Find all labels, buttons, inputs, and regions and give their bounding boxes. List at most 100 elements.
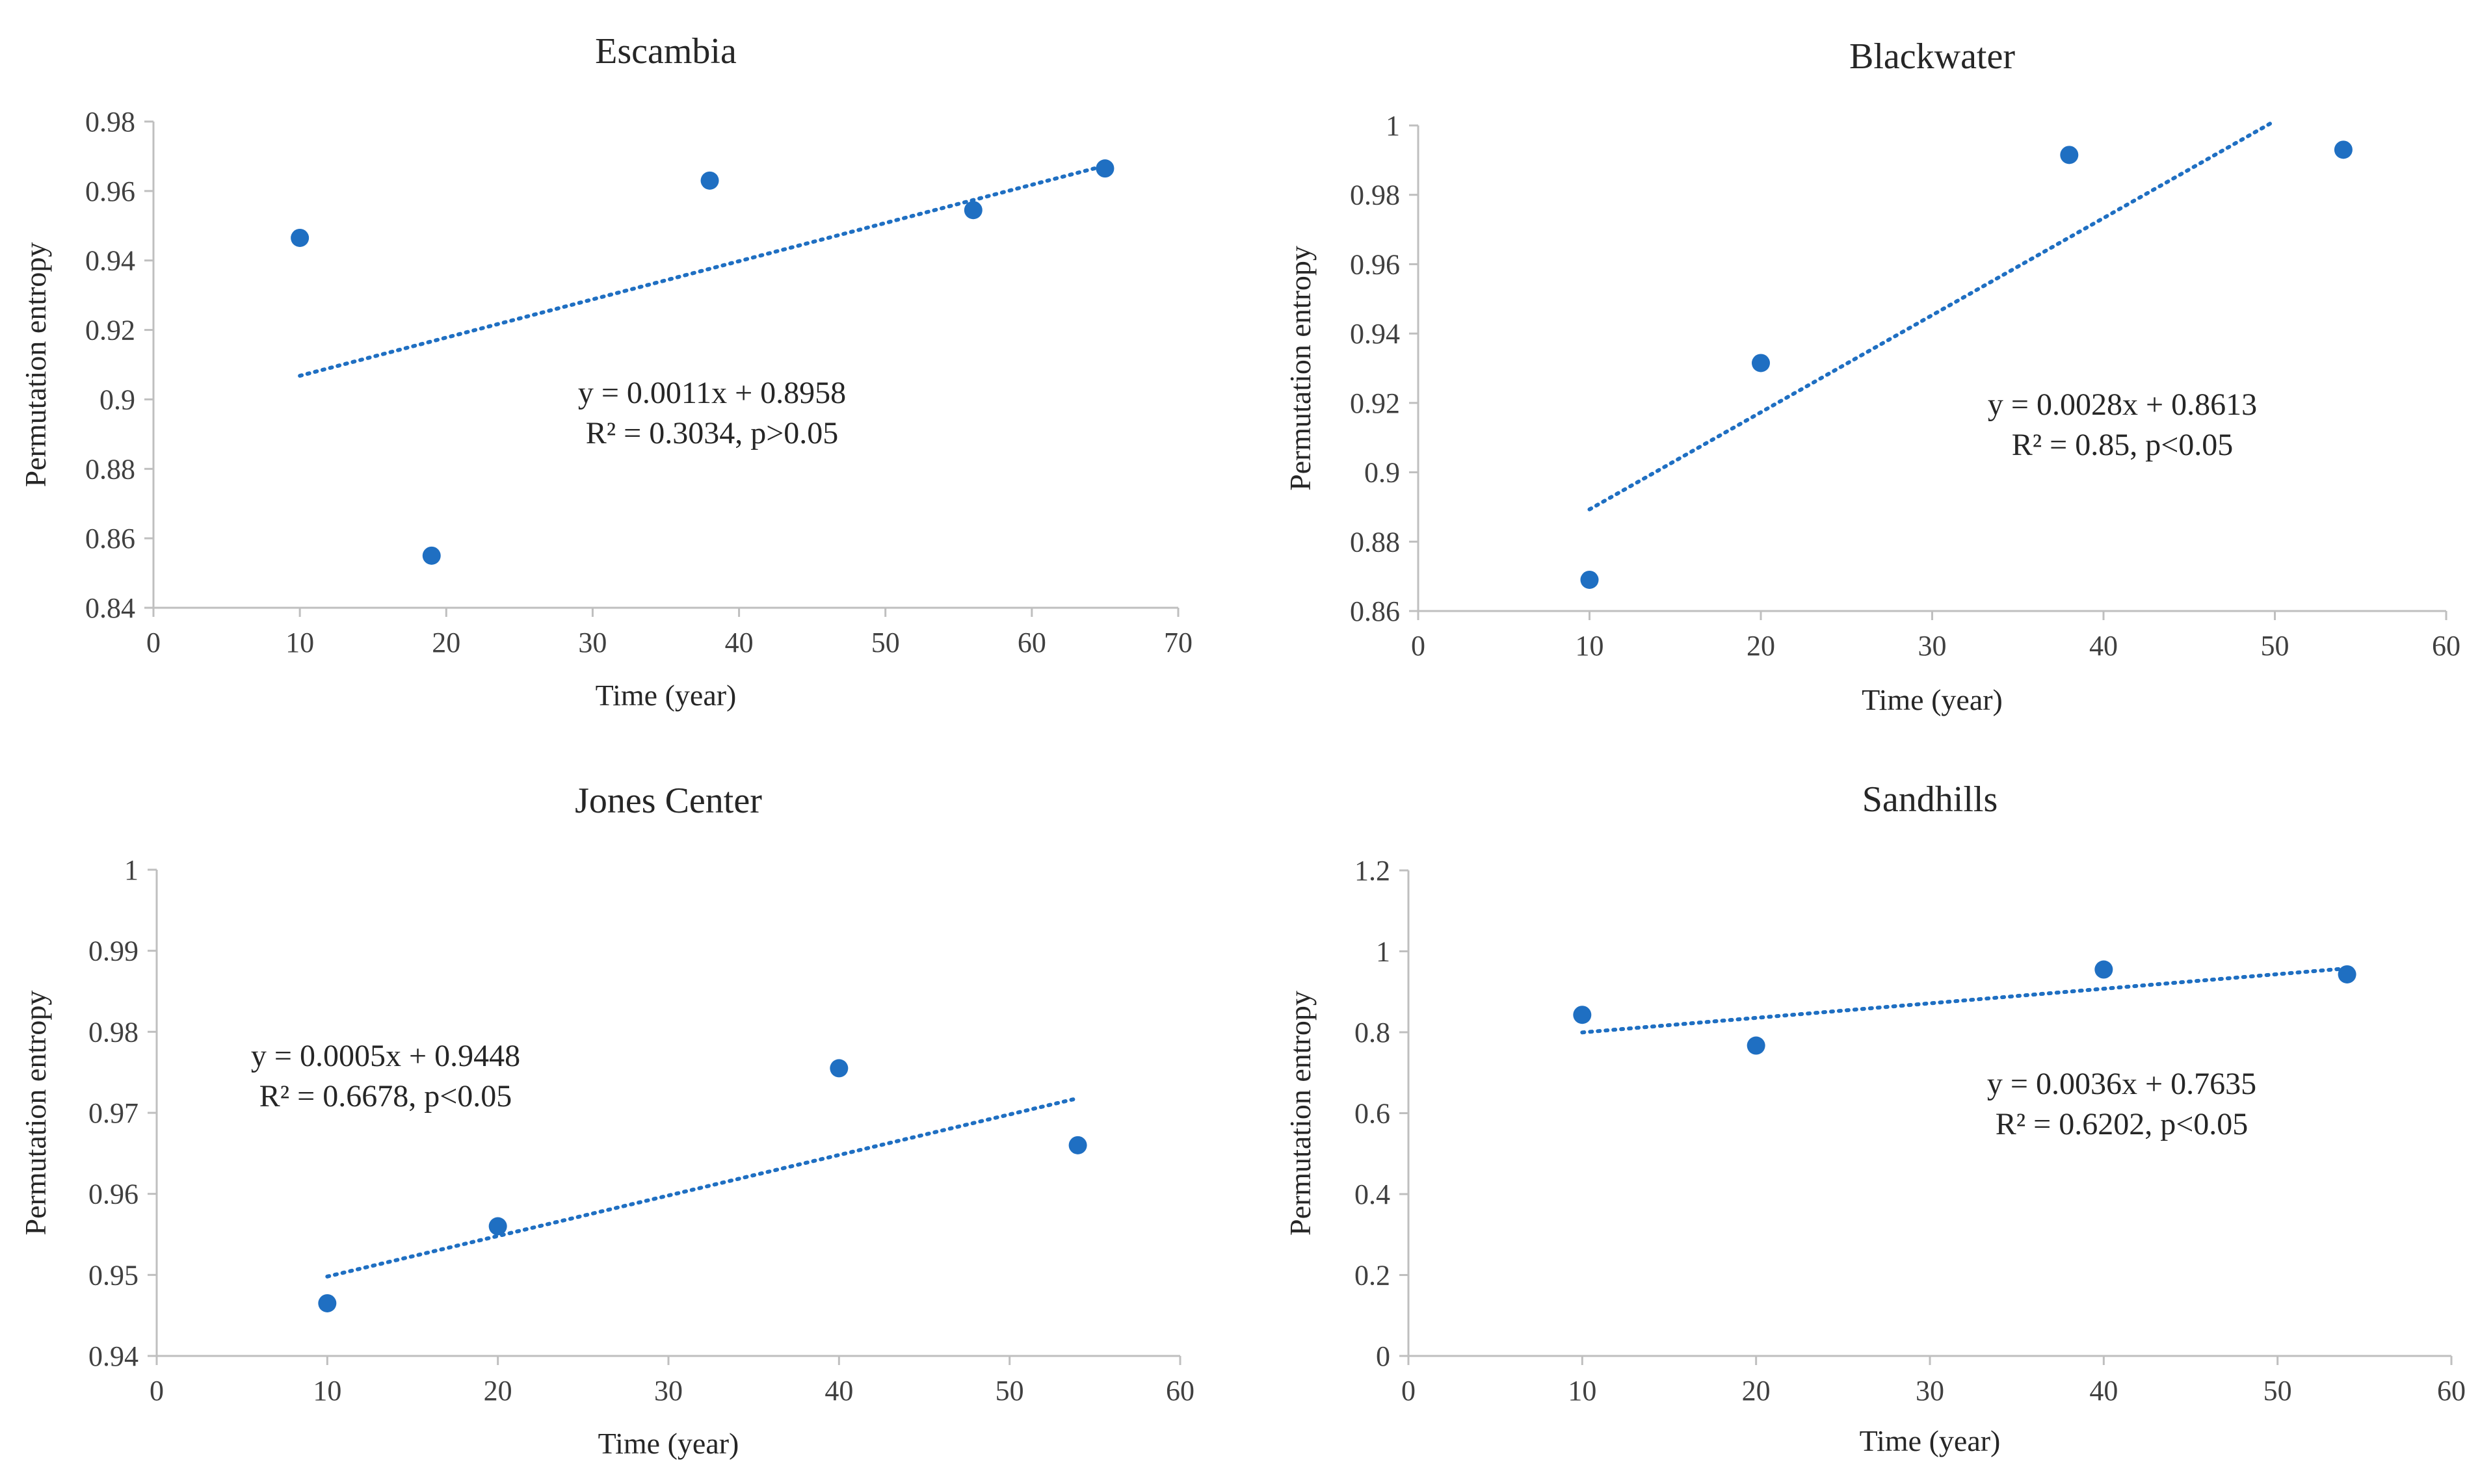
data-point (1752, 354, 1770, 372)
x-tick-label: 0 (1401, 1375, 1416, 1407)
y-tick-label: 0.9 (1364, 457, 1400, 489)
data-point (488, 1217, 507, 1236)
x-tick-label: 10 (285, 627, 314, 658)
x-axis-label: Time (year) (598, 1427, 739, 1460)
y-tick-label: 0.94 (1350, 318, 1400, 350)
x-tick-label: 50 (996, 1375, 1024, 1407)
data-point (291, 228, 310, 247)
x-axis-label: Time (year) (1860, 1424, 2001, 1457)
y-tick-label: 0.8 (1354, 1017, 1390, 1048)
data-point (700, 171, 719, 190)
r-squared-label: R² = 0.6678, p<0.05 (259, 1079, 512, 1113)
y-tick-label: 0.4 (1354, 1178, 1390, 1210)
chart-panel: 0 10 20 30 40 50 60 0.86 0.88 0.9 0.92 0.94 0.96 0.98… (1284, 36, 2460, 716)
data-point (1573, 1006, 1592, 1024)
x-tick-label: 10 (313, 1375, 341, 1407)
data-point (2338, 965, 2356, 983)
y-tick-label: 1.2 (1354, 855, 1390, 887)
data-point (2334, 140, 2353, 159)
y-tick-label: 0.96 (1350, 248, 1400, 280)
r-squared-label: R² = 0.6202, p<0.05 (1996, 1107, 2249, 1141)
trendline-equation: y = 0.0011x + 0.8958 (578, 376, 846, 410)
x-tick-label: 0 (150, 1375, 164, 1407)
chart-title: Jones Center (575, 781, 762, 821)
trendline (298, 163, 1107, 378)
data-point (2094, 960, 2113, 979)
y-tick-label: 0.96 (85, 176, 135, 207)
y-tick-label: 0.88 (1350, 526, 1400, 558)
x-axis-label: Time (year) (596, 679, 737, 712)
x-tick-label: 40 (824, 1375, 853, 1407)
chart-panel: 0 10 20 30 40 50 60 0 0.2 0.4 0.6 0.8 1 1.2 Sandhills T… (1284, 779, 2466, 1457)
y-tick-label: 0.92 (1350, 387, 1400, 419)
x-tick-label: 70 (1164, 627, 1193, 658)
y-tick-label: 0.88 (85, 453, 135, 485)
data-point (2060, 146, 2079, 164)
x-tick-label: 50 (871, 627, 900, 658)
trendline-equation: y = 0.0005x + 0.9448 (251, 1039, 520, 1073)
x-tick-label: 20 (1747, 630, 1775, 662)
x-tick-label: 20 (1742, 1375, 1771, 1407)
y-axis-label: Permutation entropy (1284, 246, 1317, 491)
trendline-equation: y = 0.0036x + 0.7635 (1987, 1067, 2256, 1101)
y-tick-label: 0.97 (88, 1097, 139, 1129)
x-tick-label: 60 (1166, 1375, 1194, 1407)
y-tick-label: 0.95 (88, 1259, 139, 1291)
y-tick-label: 0.84 (85, 592, 135, 624)
x-tick-label: 0 (146, 627, 161, 658)
x-tick-label: 60 (2437, 1375, 2466, 1407)
y-tick-label: 0.98 (1350, 179, 1400, 211)
chart-panel: 0 10 20 30 40 50 60 70 0.84 0.86 0.88 0.9 0.92 0.94 0.… (19, 31, 1193, 712)
x-tick-label: 50 (2261, 630, 2289, 662)
x-tick-label: 30 (654, 1375, 683, 1407)
y-tick-label: 0.2 (1354, 1260, 1390, 1292)
data-point (1068, 1136, 1087, 1154)
data-point (422, 546, 441, 565)
x-tick-label: 40 (2089, 1375, 2118, 1407)
r-squared-label: R² = 0.85, p<0.05 (2012, 428, 2234, 462)
data-point (964, 201, 983, 220)
y-tick-label: 0.86 (85, 523, 135, 554)
x-tick-label: 60 (2432, 630, 2460, 662)
chart-panel: 0 10 20 30 40 50 60 0.94 0.95 0.96 0.97 0.98 0.99 1 Jo… (19, 781, 1194, 1460)
x-tick-label: 30 (578, 627, 607, 658)
x-axis-label: Time (year) (1862, 683, 2003, 716)
x-tick-label: 10 (1576, 630, 1604, 662)
x-tick-label: 30 (1918, 630, 1947, 662)
x-tick-label: 40 (2089, 630, 2118, 662)
data-point (1580, 570, 1599, 589)
x-tick-label: 50 (2263, 1375, 2292, 1407)
x-tick-label: 0 (1411, 630, 1425, 662)
trendline (325, 1096, 1080, 1279)
y-tick-label: 0.9 (99, 384, 135, 415)
chart-title: Escambia (595, 31, 737, 72)
x-tick-label: 20 (484, 1375, 512, 1407)
r-squared-label: R² = 0.3034, p>0.05 (586, 416, 839, 450)
y-axis-label: Permutation entropy (19, 242, 52, 488)
trendline-equation: y = 0.0028x + 0.8613 (1988, 387, 2257, 422)
y-tick-label: 0.6 (1354, 1098, 1390, 1130)
data-point (1747, 1036, 1765, 1055)
chart-title: Blackwater (1849, 36, 2015, 77)
y-tick-label: 0.94 (88, 1340, 139, 1372)
x-tick-label: 20 (432, 627, 460, 658)
x-tick-label: 10 (1568, 1375, 1596, 1407)
y-tick-label: 1 (1386, 110, 1400, 142)
y-tick-label: 0.86 (1350, 595, 1400, 627)
x-tick-label: 60 (1018, 627, 1046, 658)
chart-title: Sandhills (1862, 779, 1998, 820)
y-tick-label: 1 (124, 854, 139, 886)
y-tick-label: 0.99 (88, 935, 139, 967)
y-axis-label: Permutation entropy (1284, 991, 1317, 1236)
trendline (1587, 119, 2277, 512)
x-tick-label: 40 (725, 627, 754, 658)
y-tick-label: 0.92 (85, 315, 135, 346)
y-tick-label: 0.98 (85, 106, 135, 138)
data-point (830, 1059, 849, 1078)
y-tick-label: 0.96 (88, 1178, 139, 1210)
y-tick-label: 0.94 (85, 245, 135, 277)
data-point (1096, 159, 1115, 178)
y-tick-label: 1 (1376, 936, 1390, 968)
y-axis-label: Permutation entropy (19, 991, 52, 1236)
